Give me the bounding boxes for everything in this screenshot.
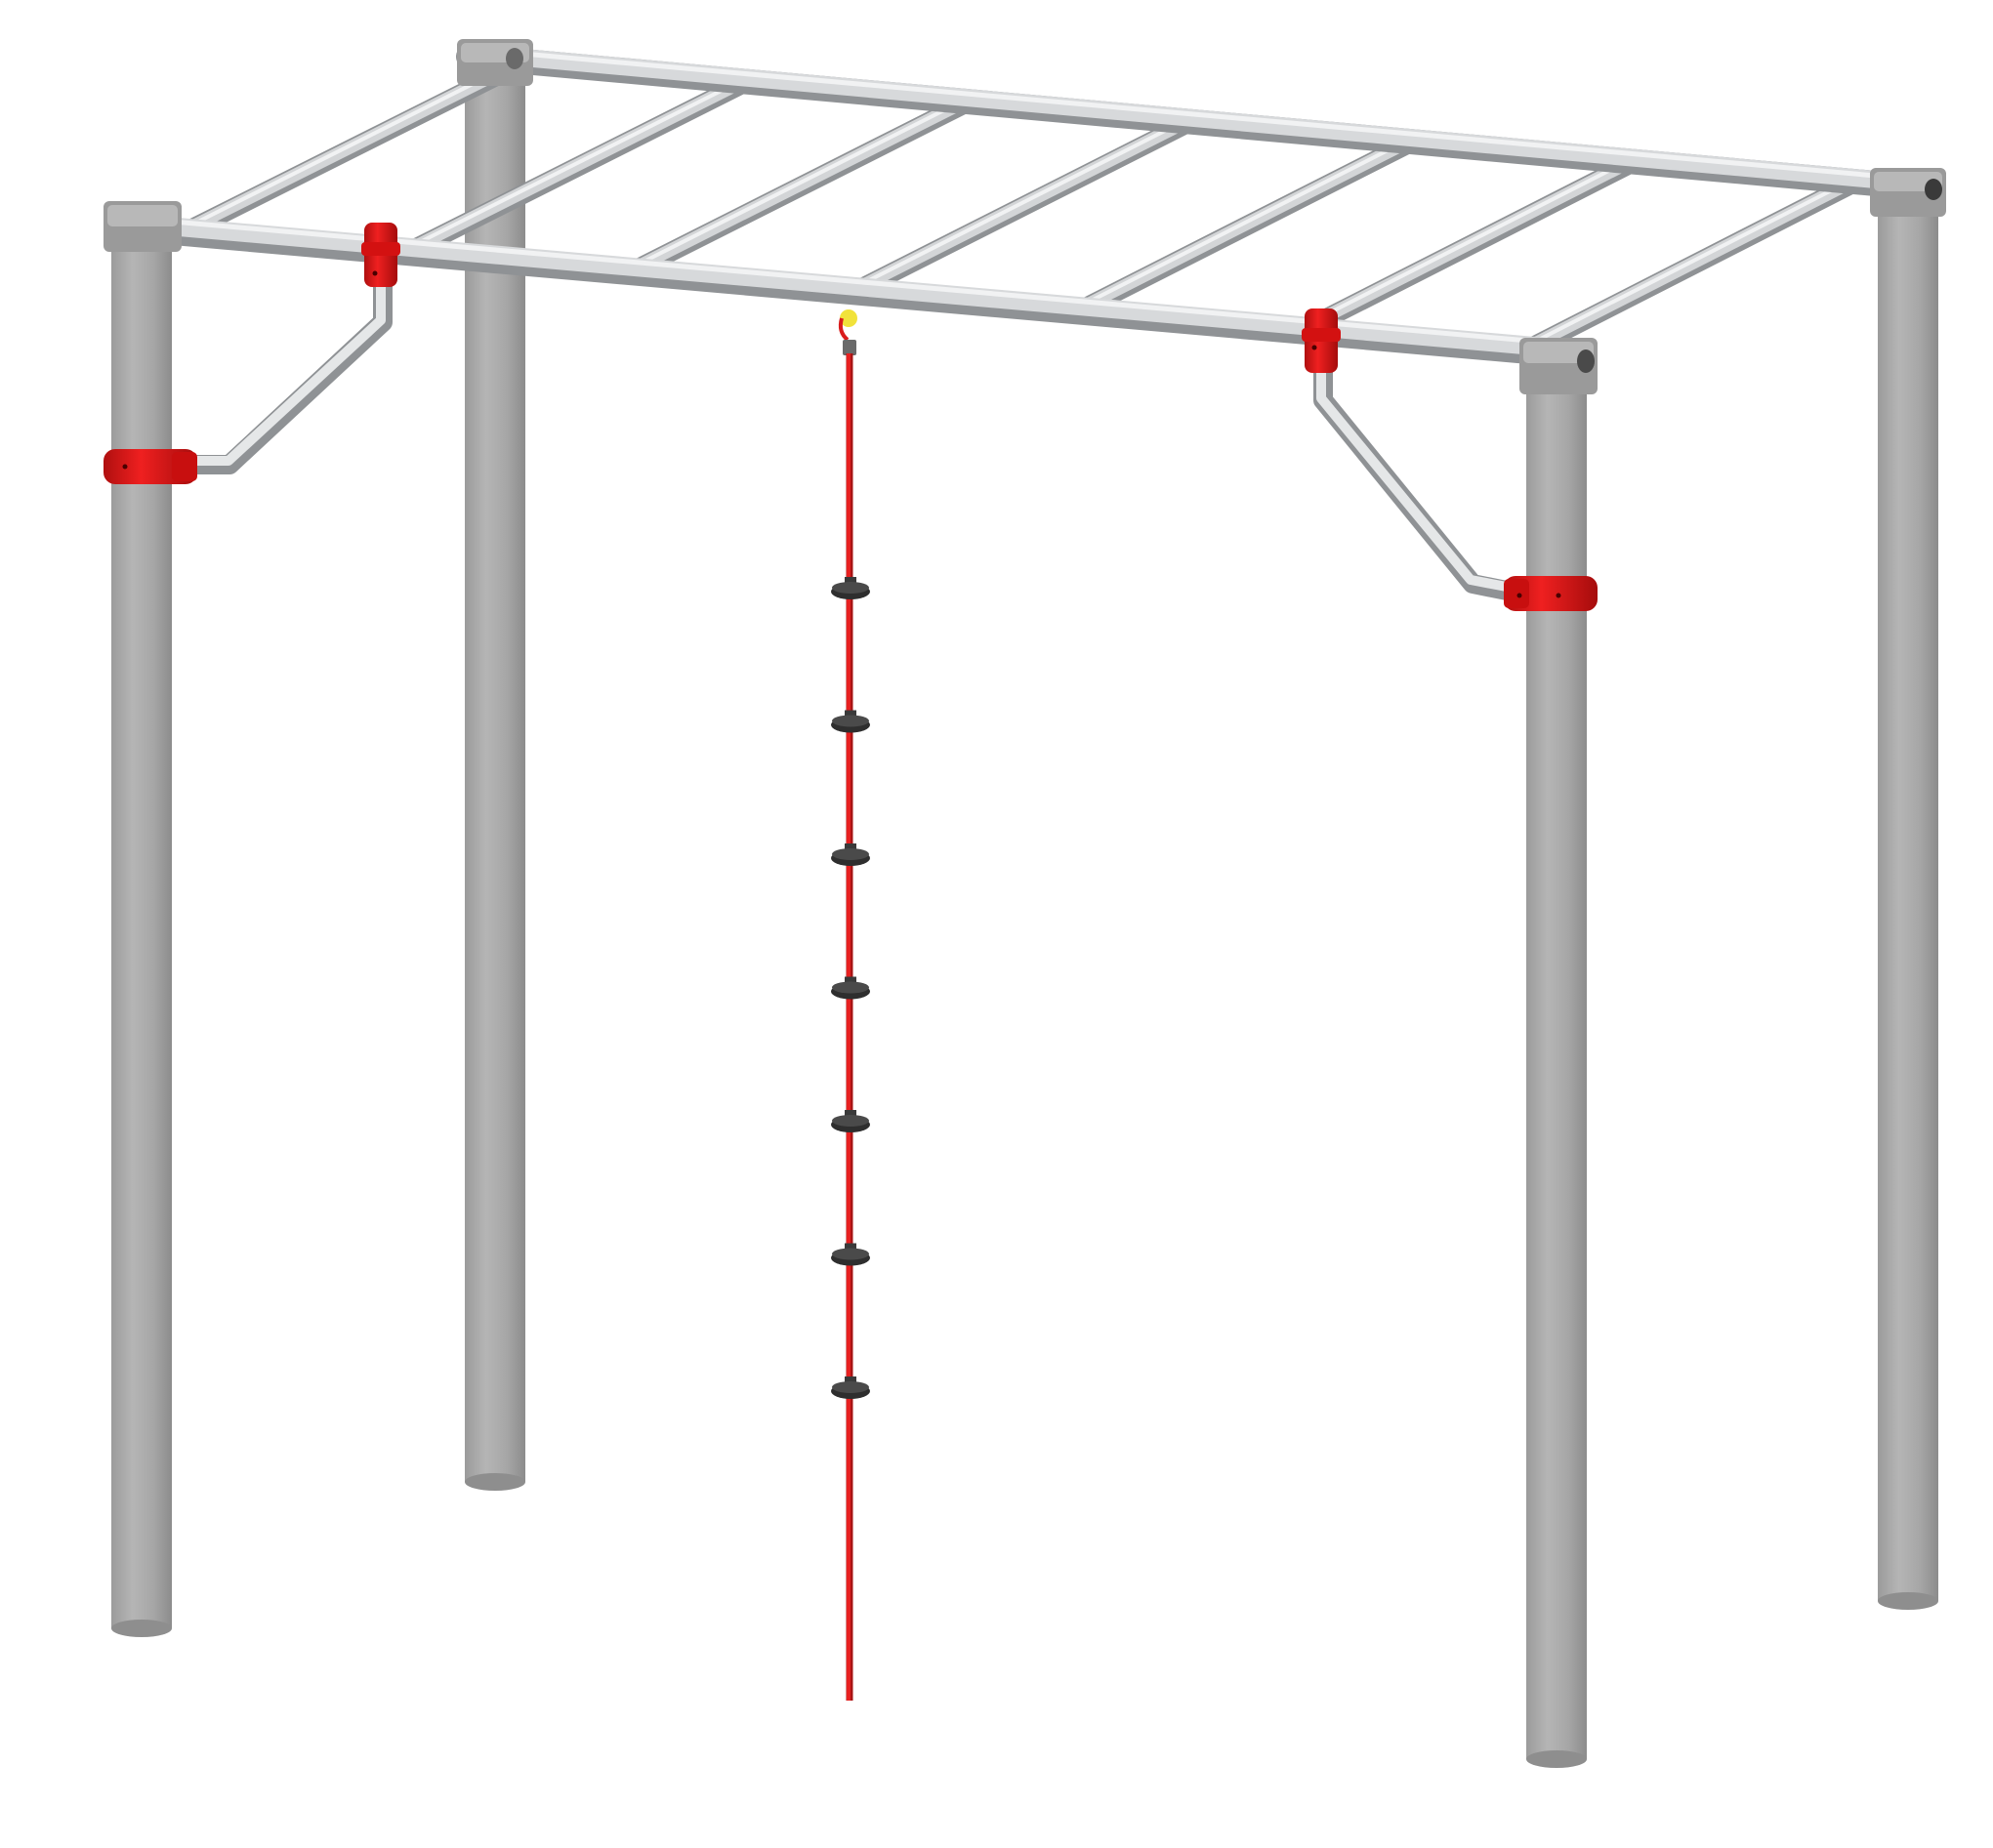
monkey-bar-rungs: [171, 51, 1870, 361]
back-right-post-cap: [1870, 168, 1946, 217]
rope-knot: [831, 710, 870, 733]
monkey-bar-rung: [618, 90, 981, 283]
rope-knot: [831, 976, 870, 1000]
rope-knot: [831, 1376, 870, 1399]
rope-knot: [831, 1110, 870, 1132]
rope-icon: [838, 309, 857, 1701]
monkey-bar-rung: [842, 110, 1204, 303]
monkey-bar-rung: [1065, 130, 1426, 322]
front-right-brace: [1313, 356, 1521, 601]
back-rail: [456, 44, 1931, 200]
rope-knot: [831, 1243, 870, 1266]
clamp-front-left-post: [104, 449, 197, 484]
monkey-bar-rung: [1289, 149, 1648, 342]
front-rail: [104, 212, 1576, 367]
rope-knots: [831, 577, 870, 1399]
front-left-brace: [176, 273, 393, 474]
clamp-front-right-post: [1504, 576, 1598, 611]
back-left-post-cap: [457, 39, 533, 86]
rope-knot: [831, 577, 870, 599]
rope-knot: [831, 843, 870, 866]
back-right-post: [1878, 195, 1938, 1610]
front-left-post-cap: [104, 201, 182, 252]
clamp-icon: [361, 223, 400, 287]
monkey-bar-rung: [1514, 170, 1870, 361]
front-right-post-cap: [1519, 338, 1598, 394]
clamp-front-right-rail: [1302, 308, 1341, 373]
back-left-post: [465, 68, 525, 1491]
monkey-bar-rung: [394, 70, 760, 264]
